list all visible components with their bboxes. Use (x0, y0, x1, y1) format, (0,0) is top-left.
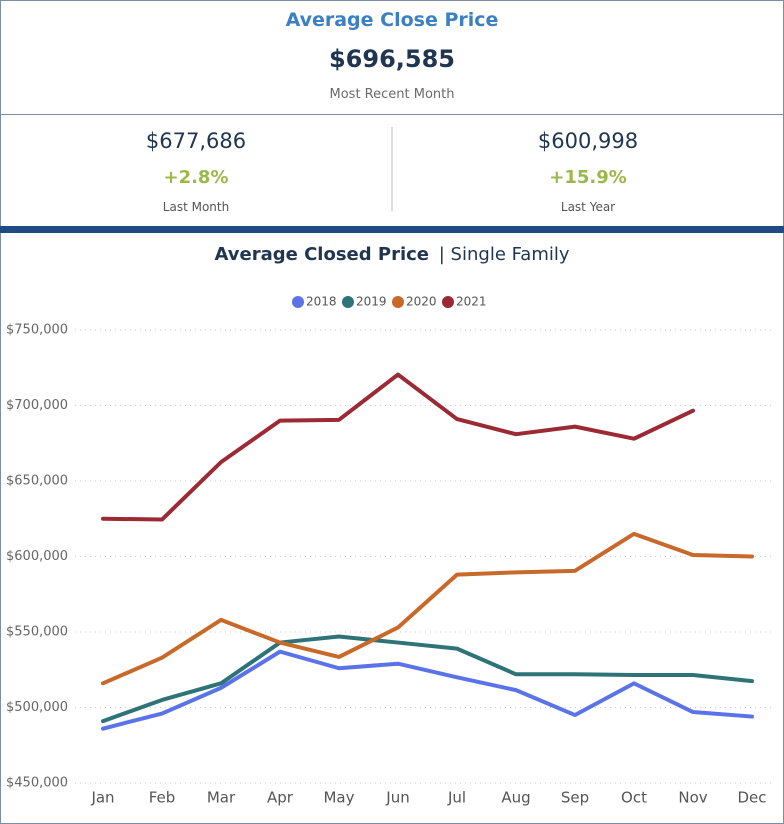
y-tick-label: $700,000 (6, 398, 68, 413)
x-tick-label: Aug (501, 789, 530, 807)
series-line (101, 649, 754, 731)
x-tick-label: Jun (385, 789, 409, 807)
kpi-value: $600,998 (537, 129, 639, 153)
x-tick-label: Sep (561, 789, 589, 807)
x-tick-label: Mar (207, 789, 236, 807)
kpi-change: +15.9% (549, 167, 627, 188)
kpi-title: Average Close Price (285, 9, 499, 31)
chart: Average Closed Price | Single Family $45… (6, 244, 775, 807)
y-tick-label: $650,000 (6, 474, 68, 489)
x-tick-label: Nov (678, 789, 707, 807)
x-tick-label: Jul (447, 789, 466, 807)
legend-marker (442, 296, 454, 308)
y-tick-label: $450,000 (6, 776, 68, 791)
y-tick-label: $500,000 (6, 700, 68, 715)
band (0, 226, 784, 233)
x-tick-label: Apr (267, 789, 294, 807)
x-tick-label: Jan (90, 789, 114, 807)
kpi-note: Most Recent Month (329, 87, 455, 102)
x-tick-label: Dec (737, 789, 766, 807)
y-tick-label: $750,000 (6, 323, 68, 338)
x-tick-label: Feb (149, 789, 176, 807)
legend-marker (342, 296, 354, 308)
kpi-note: Last Month (162, 200, 230, 214)
series-line (101, 531, 754, 686)
y-tick-label: $550,000 (6, 625, 68, 640)
kpi-value: $696,585 (328, 45, 455, 73)
legend-marker (392, 296, 404, 308)
title-suffix: | Single Family (439, 244, 570, 265)
legend-label: 2019 (356, 295, 387, 309)
series-line (101, 634, 754, 724)
last-year-card: $600,998 +15.9% Last Year (392, 115, 784, 225)
x-tick-label: Oct (621, 789, 647, 807)
chart-title: Average Closed Price | Single Family (214, 244, 569, 265)
kpi-change: +2.8% (163, 167, 229, 188)
legend-label: 2020 (406, 295, 437, 309)
divider (391, 127, 393, 211)
legend-label: 2018 (306, 295, 337, 309)
series-line (101, 372, 695, 522)
y-tick-label: $600,000 (6, 549, 68, 564)
legend-marker (292, 296, 304, 308)
legend-label: 2021 (456, 295, 487, 309)
title: Average Closed Price (214, 244, 429, 265)
kpi-value: $677,686 (145, 129, 247, 153)
headline-card: Average Close Price $696,585 Most Recent… (0, 0, 784, 115)
x-tick-label: May (323, 789, 354, 807)
kpi-note: Last Year (560, 200, 616, 214)
last-month-card: $677,686 +2.8% Last Month (0, 115, 392, 225)
